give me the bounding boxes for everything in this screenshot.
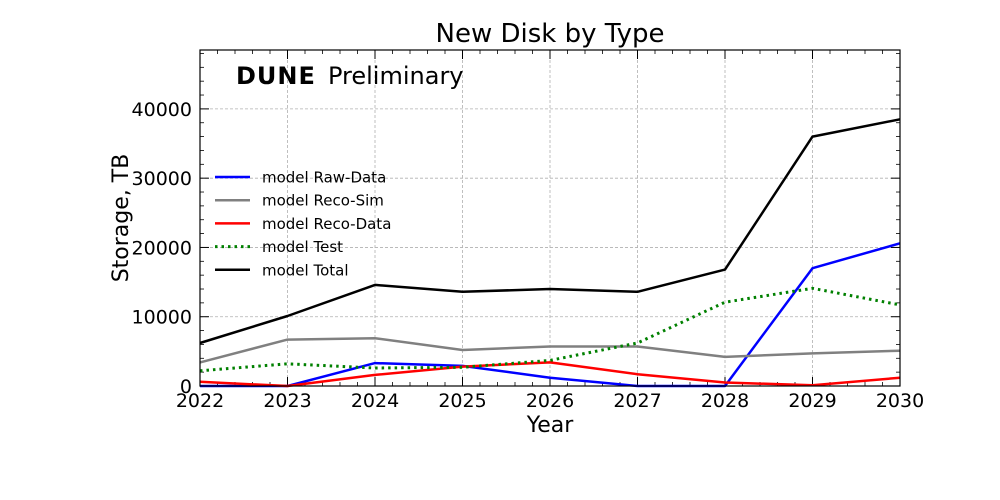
watermark: DUNE Preliminary bbox=[236, 62, 464, 90]
legend-label: model Test bbox=[262, 238, 343, 256]
x-tick-labels: 2022 2023 2024 2025 2026 2027 2028 2029 2030 bbox=[176, 390, 924, 412]
y-tick-label: 10000 bbox=[132, 307, 192, 329]
plot-frame bbox=[199, 49, 901, 387]
y-tick-label: 40000 bbox=[132, 99, 192, 121]
series-line-model-total bbox=[199, 118, 901, 345]
legend-label: model Reco-Sim bbox=[262, 192, 384, 210]
legend-label: model Total bbox=[262, 261, 349, 279]
series-line-model-reco-sim bbox=[199, 336, 901, 364]
x-tick-label: 2023 bbox=[263, 390, 311, 412]
grid bbox=[199, 50, 901, 387]
series-lines bbox=[199, 118, 901, 388]
y-tick-labels: 0 10000 20000 30000 40000 bbox=[132, 99, 192, 398]
x-tick-label: 2024 bbox=[351, 390, 399, 412]
y-tick-label: 30000 bbox=[132, 168, 192, 190]
series-line-model-raw-data bbox=[200, 242, 901, 388]
x-tick-label: 2026 bbox=[526, 390, 574, 412]
legend: model Raw-Data model Reco-Sim model Reco-D… bbox=[215, 169, 391, 279]
watermark-preliminary: Preliminary bbox=[328, 62, 464, 90]
x-tick-label: 2029 bbox=[788, 390, 836, 412]
x-tick-label: 2022 bbox=[176, 390, 224, 412]
y-tick-label: 20000 bbox=[132, 237, 192, 259]
y-tick-label: 0 bbox=[180, 376, 192, 398]
x-axis-label: Year bbox=[526, 413, 575, 438]
x-tick-label: 2025 bbox=[438, 390, 486, 412]
watermark-dune: DUNE bbox=[236, 62, 316, 90]
chart-title: New Disk by Type bbox=[436, 19, 665, 49]
y-axis-label: Storage, TB bbox=[109, 154, 134, 283]
x-tick-label: 2028 bbox=[701, 390, 749, 412]
x-tick-label: 2027 bbox=[613, 390, 661, 412]
legend-label: model Raw-Data bbox=[262, 169, 386, 187]
series-line-model-reco-data bbox=[199, 361, 901, 388]
x-tick-label: 2030 bbox=[876, 390, 924, 412]
legend-label: model Reco-Data bbox=[262, 215, 391, 233]
